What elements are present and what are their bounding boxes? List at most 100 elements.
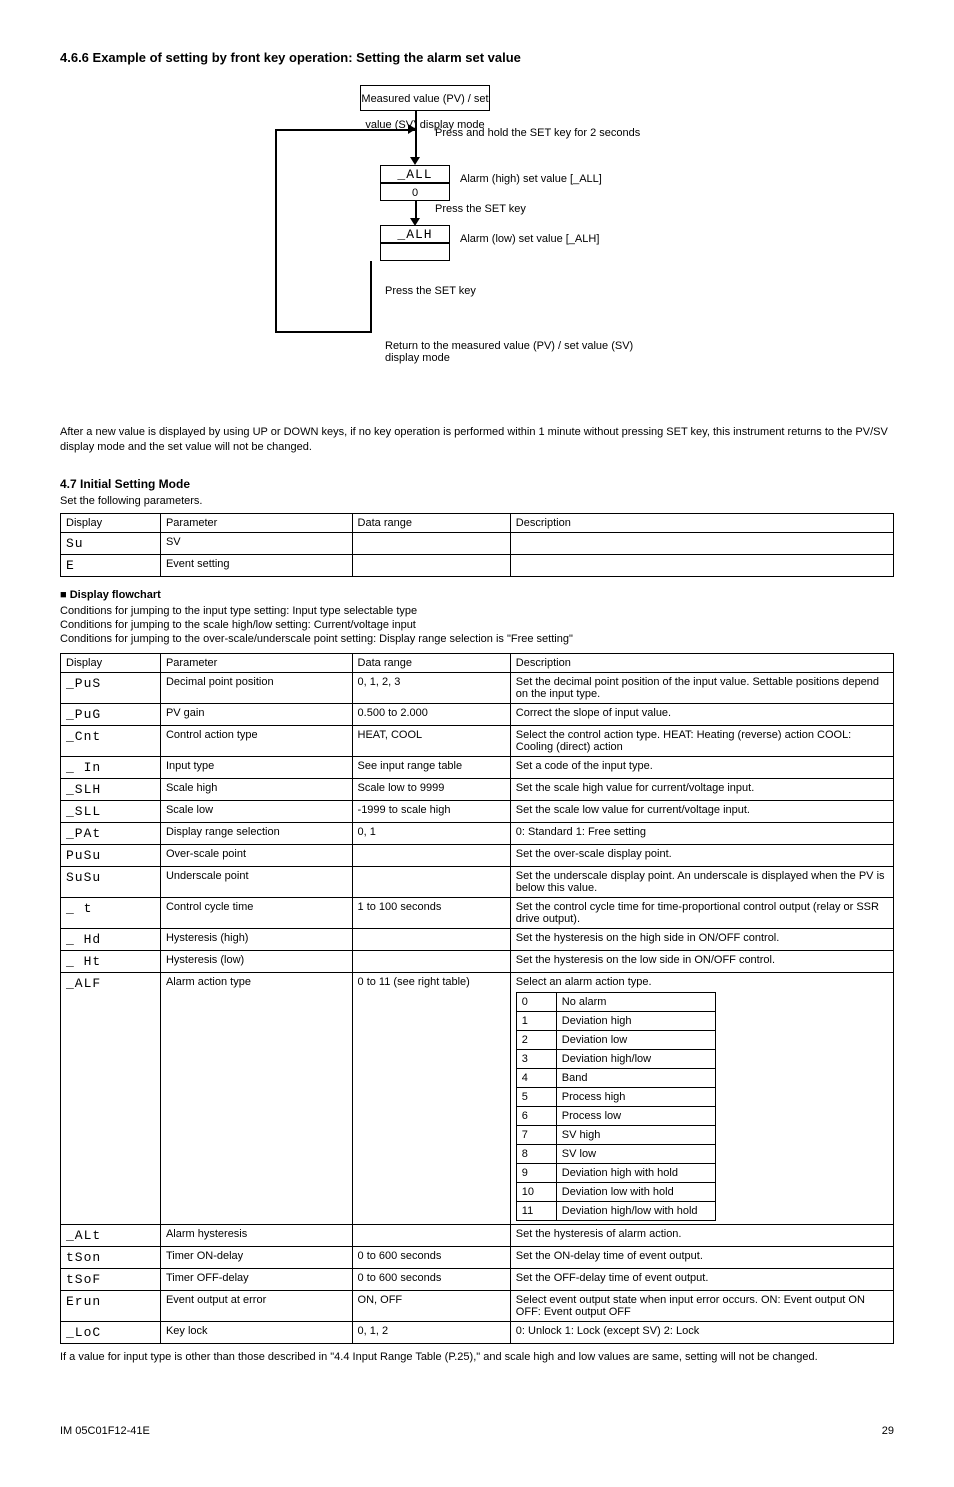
table-row: _ InInput typeSee input range tableSet a… [61, 756, 894, 778]
t1-h0: Display [61, 513, 161, 532]
cell-range: Scale low to 9999 [352, 778, 510, 800]
nested-code: 7 [516, 1125, 556, 1144]
flowchart: Measured value (PV) / set value (SV) dis… [160, 85, 660, 395]
table-row: PuSuOver-scale pointSet the over-scale d… [61, 844, 894, 866]
nested-row: 4Band [516, 1068, 715, 1087]
cell-disp: E [61, 554, 161, 576]
cell-param: Scale high [160, 778, 352, 800]
cell-desc: 0: Standard 1: Free setting [510, 822, 893, 844]
cell-range [352, 928, 510, 950]
cell-range: 0 to 600 seconds [352, 1246, 510, 1268]
cell-disp: _ Hd [61, 928, 161, 950]
cell-desc: 0: Unlock 1: Lock (except SV) 2: Lock [510, 1321, 893, 1343]
cell-disp: _ In [61, 756, 161, 778]
cell-desc: Set the hysteresis on the high side in O… [510, 928, 893, 950]
nested-row: 9Deviation high with hold [516, 1163, 715, 1182]
nested-row: 7SV high [516, 1125, 715, 1144]
fc-step3-label: Press the SET key [385, 285, 476, 297]
cell-range [352, 950, 510, 972]
t1-h2: Data range [352, 513, 510, 532]
fc-step1-label: Press and hold the SET key for 2 seconds [435, 127, 640, 139]
cell-desc: Set the hysteresis on the low side in ON… [510, 950, 893, 972]
cell-disp: _PAt [61, 822, 161, 844]
table-row: SuSuUnderscale pointSet the underscale d… [61, 866, 894, 897]
t1-h3: Description [510, 513, 893, 532]
cell-range: -1999 to scale high [352, 800, 510, 822]
table-row-alf: _ALFAlarm action type0 to 11 (see right … [61, 972, 894, 1224]
cell-range: 0.500 to 2.000 [352, 703, 510, 725]
cell-param: Hysteresis (high) [160, 928, 352, 950]
cell-range: 0, 1, 2, 3 [352, 672, 510, 703]
cell-desc: Set the underscale display point. An und… [510, 866, 893, 897]
section-47-title: 4.7 Initial Setting Mode [60, 477, 894, 491]
table-row: _ tControl cycle time1 to 100 secondsSet… [61, 897, 894, 928]
table-row: _ HtHysteresis (low)Set the hysteresis o… [61, 950, 894, 972]
cell-disp: _PuS [61, 672, 161, 703]
cell-disp: _Cnt [61, 725, 161, 756]
nested-row: 3Deviation high/low [516, 1049, 715, 1068]
fc-alh-label: Alarm (low) set value [_ALH] [460, 233, 599, 245]
cell-param: Display range selection [160, 822, 352, 844]
cell-disp: PuSu [61, 844, 161, 866]
cell-range [352, 554, 510, 576]
cell-param: Hysteresis (low) [160, 950, 352, 972]
cell-disp: _LoC [61, 1321, 161, 1343]
cell-param: Event setting [160, 554, 352, 576]
nested-label: Deviation high/low [556, 1049, 715, 1068]
cell-range [352, 532, 510, 554]
table-row: tSoFTimer OFF-delay0 to 600 secondsSet t… [61, 1268, 894, 1290]
nested-code: 8 [516, 1144, 556, 1163]
cell-param: Scale low [160, 800, 352, 822]
cell-range: HEAT, COOL [352, 725, 510, 756]
cond-header: ■ Display flowchart [60, 589, 894, 601]
cell-param: Alarm action type [160, 972, 352, 1224]
condition-line: Conditions for jumping to the input type… [60, 605, 894, 617]
condition-line: Conditions for jumping to the scale high… [60, 619, 894, 631]
nested-code: 0 [516, 992, 556, 1011]
page-title: 4.6.6 Example of setting by front key op… [60, 50, 894, 65]
nested-row: 5Process high [516, 1087, 715, 1106]
t1-h1: Parameter [160, 513, 352, 532]
fc-start-box: Measured value (PV) / set value (SV) dis… [360, 85, 490, 111]
alarm-type-nested-table: 0No alarm1Deviation high2Deviation low3D… [516, 992, 716, 1221]
table-row: _ HdHysteresis (high) Set the hysteresis … [61, 928, 894, 950]
section-47-sub: Set the following parameters. [60, 495, 894, 507]
cell-disp: tSoF [61, 1268, 161, 1290]
cell-desc: Select an alarm action type.0No alarm1De… [510, 972, 893, 1224]
t2-h3: Description [510, 653, 893, 672]
nested-label: Deviation low with hold [556, 1182, 715, 1201]
cell-desc [510, 554, 893, 576]
condition-line: Conditions for jumping to the over-scale… [60, 633, 894, 645]
cell-param: Timer OFF-delay [160, 1268, 352, 1290]
fc-all-label: Alarm (high) set value [_ALL] [460, 173, 602, 185]
nested-label: SV low [556, 1144, 715, 1163]
table-row: EEvent setting [61, 554, 894, 576]
cell-disp: _ALF [61, 972, 161, 1224]
nested-label: Deviation high [556, 1011, 715, 1030]
cell-range [352, 1224, 510, 1246]
nested-code: 10 [516, 1182, 556, 1201]
cell-desc: Set a code of the input type. [510, 756, 893, 778]
cell-param: Control cycle time [160, 897, 352, 928]
nested-label: Band [556, 1068, 715, 1087]
fc-end-label: Return to the measured value (PV) / set … [385, 340, 645, 364]
table-row: _PuSDecimal point position0, 1, 2, 3Set … [61, 672, 894, 703]
nested-row: 10Deviation low with hold [516, 1182, 715, 1201]
table-row: SuSV [61, 532, 894, 554]
table-row: tSonTimer ON-delay0 to 600 secondsSet th… [61, 1246, 894, 1268]
cell-desc: Select event output state when input err… [510, 1290, 893, 1321]
t2-h2: Data range [352, 653, 510, 672]
cell-disp: _SLL [61, 800, 161, 822]
cell-range [352, 866, 510, 897]
cell-param: Input type [160, 756, 352, 778]
nested-row: 1Deviation high [516, 1011, 715, 1030]
fc-step2-label: Press the SET key [435, 203, 526, 215]
cell-desc: Set the decimal point position of the in… [510, 672, 893, 703]
nested-row: 11Deviation high/low with hold [516, 1201, 715, 1220]
table-row: _ALtAlarm hysteresisSet the hysteresis o… [61, 1224, 894, 1246]
cell-disp: SuSu [61, 866, 161, 897]
footer-left: IM 05C01F12-41E [60, 1425, 150, 1437]
cell-param: Key lock [160, 1321, 352, 1343]
table-params: Display Parameter Data range Description… [60, 653, 894, 1344]
footer: IM 05C01F12-41E 29 [60, 1425, 894, 1437]
